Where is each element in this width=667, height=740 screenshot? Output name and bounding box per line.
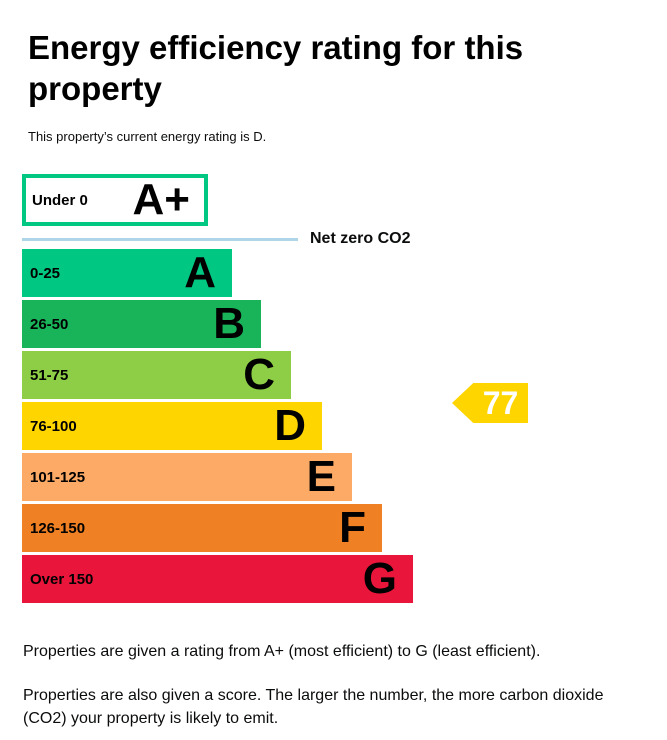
band-a-letter: A: [184, 248, 216, 297]
band-e: 101-125 E: [22, 453, 352, 501]
band-a: 0-25 A: [22, 249, 232, 297]
band-c-range: 51-75: [30, 366, 69, 384]
energy-rating-chart: Under 0 A+ Net zero CO2 0-25 A 26-50 B 5…: [22, 174, 667, 603]
band-c: 51-75 C: [22, 351, 291, 399]
net-zero-label: Net zero CO2: [310, 230, 411, 247]
band-g-range: Over 150: [30, 570, 94, 588]
band-f-letter: F: [339, 503, 366, 552]
band-d-range: 76-100: [30, 417, 77, 435]
net-zero-line: [22, 237, 298, 241]
band-e-letter: E: [306, 452, 336, 501]
band-b-letter: B: [213, 299, 245, 348]
footer-score-text: Properties are also given a score. The l…: [23, 687, 604, 727]
band-g-letter: G: [362, 554, 397, 603]
band-e-range: 101-125: [30, 468, 86, 486]
footer-rating-text: Properties are given a rating from A+ (m…: [23, 643, 541, 660]
net-zero-row: Net zero CO2: [22, 229, 667, 249]
band-f: 126-150 F: [22, 504, 382, 552]
band-a-plus-range: Under 0: [32, 191, 88, 209]
band-a-range: 0-25: [30, 264, 61, 282]
band-a-plus-letter: A+: [132, 175, 190, 224]
current-rating-score: 77: [482, 385, 519, 421]
band-d: 76-100 D: [22, 402, 322, 450]
band-g: Over 150 G: [22, 555, 413, 603]
band-b-range: 26-50: [30, 315, 69, 333]
band-f-range: 126-150: [30, 519, 86, 537]
band-a-plus: Under 0 A+: [22, 174, 208, 226]
band-c-letter: C: [243, 350, 275, 399]
page-title: Energy efficiency rating for this proper…: [28, 29, 524, 107]
band-b: 26-50 B: [22, 300, 261, 348]
current-rating-text: This property’s current energy rating is…: [28, 129, 267, 144]
band-d-letter: D: [274, 401, 306, 450]
